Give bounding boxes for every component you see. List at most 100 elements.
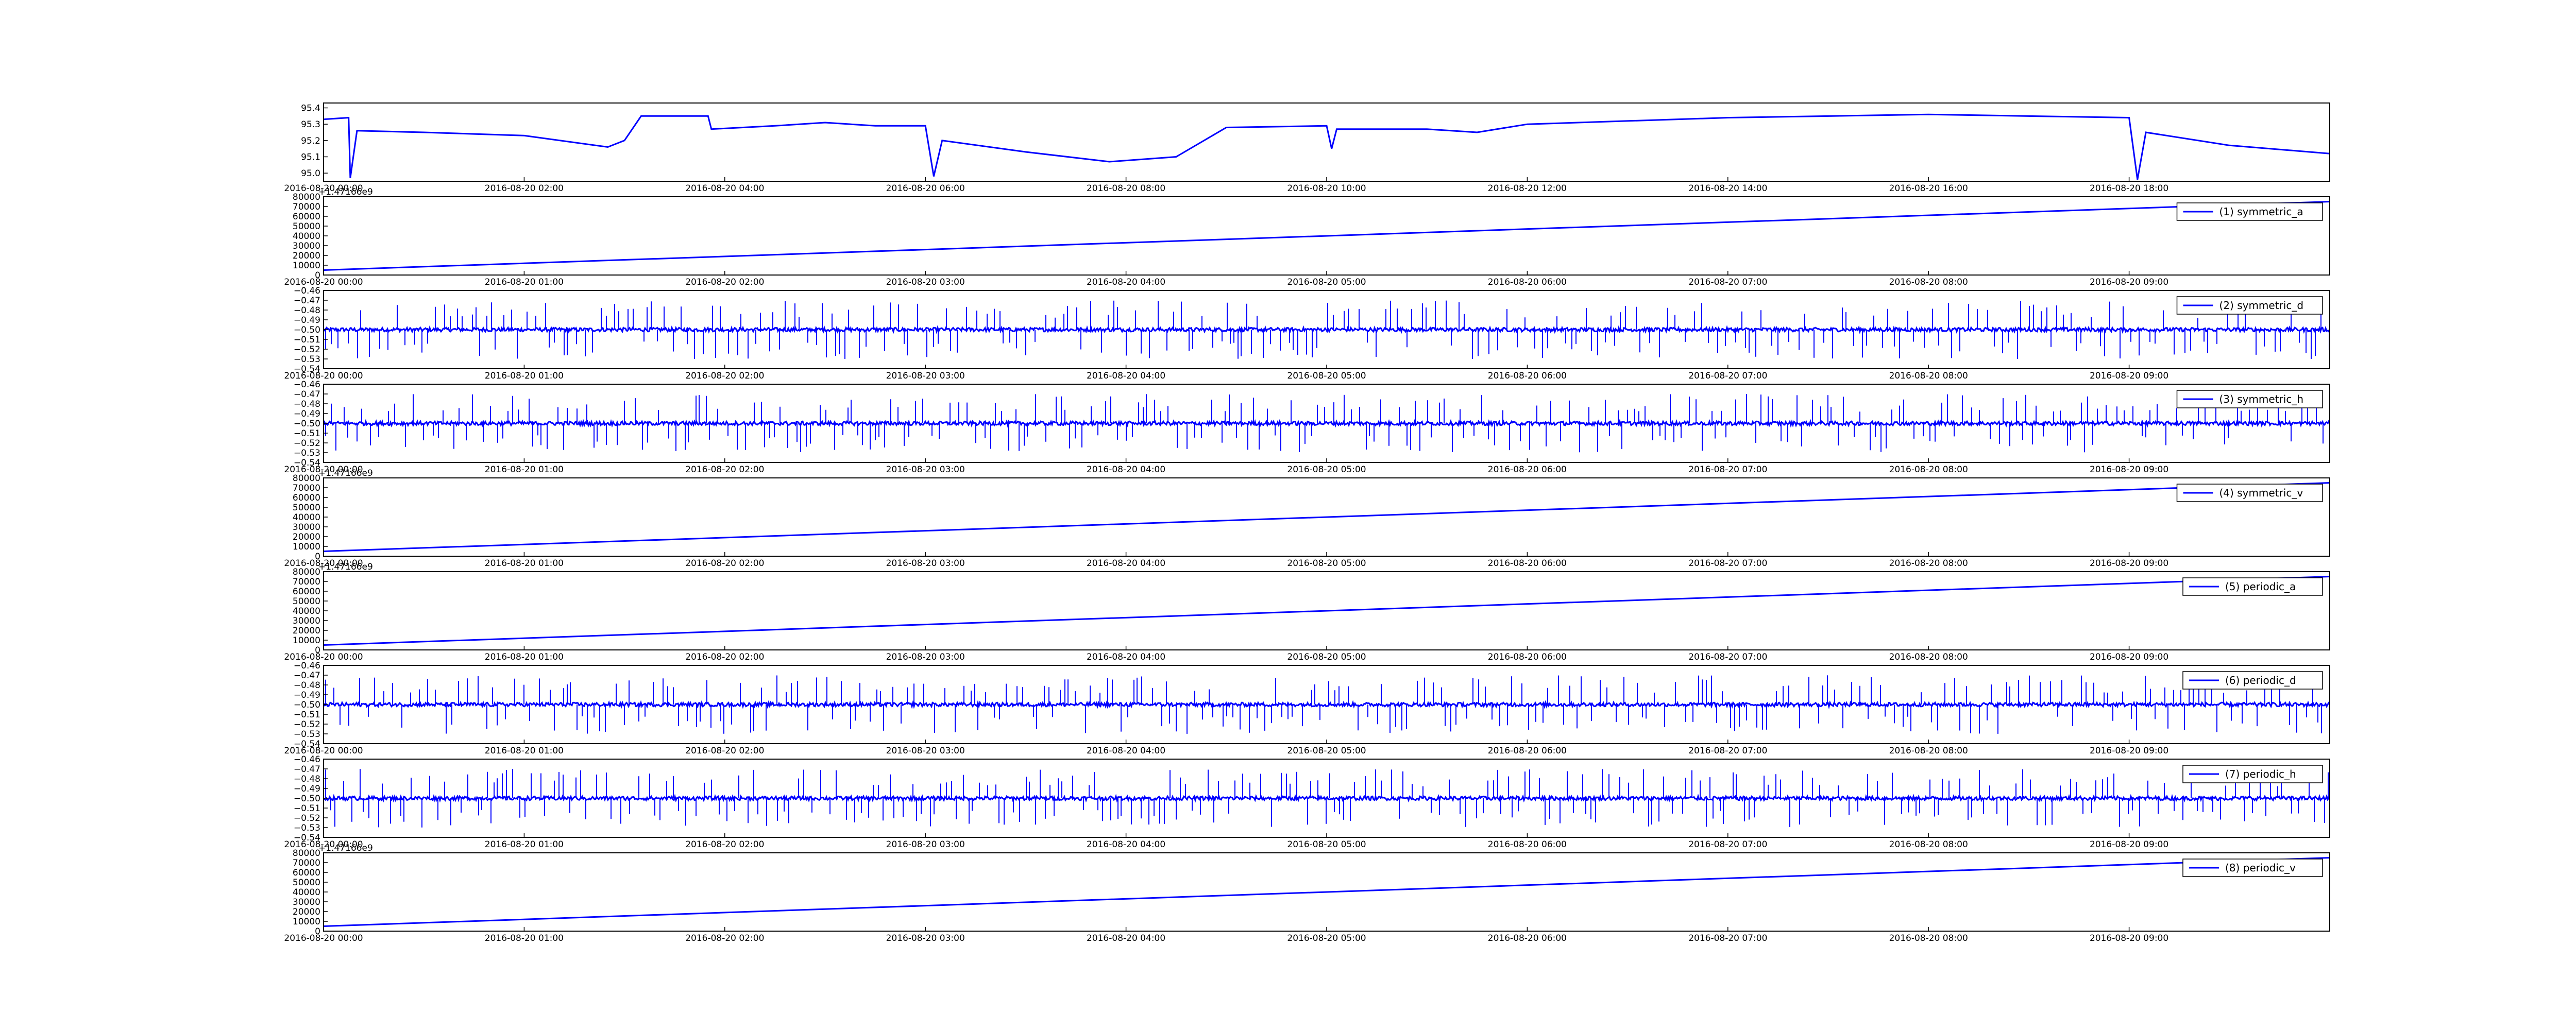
y-tick-label: 0 [315,926,320,937]
plot-area [324,300,2330,359]
x-tick-label: 2016-08-20 04:00 [1087,465,1165,475]
legend: (5) periodic_a [2182,577,2323,596]
x-tick-label: 2016-08-20 06:00 [1488,652,1567,662]
y-tick-label: −0.52 [294,438,320,449]
x-tick-label: 2016-08-20 04:00 [1087,558,1165,569]
y-tick-label: 50000 [293,596,320,607]
y-tick-label: −0.49 [294,315,320,325]
x-tick-label: 2016-08-20 09:00 [2090,746,2168,756]
x-tick-label: 2016-08-20 06:00 [1488,277,1567,287]
legend-label: (5) periodic_a [2225,580,2296,593]
subplot-5: 0100002000030000400005000060000700008000… [284,468,2330,569]
x-tick-label: 2016-08-20 01:00 [485,839,564,850]
y-offset-label: +1.47166e9 [318,843,373,853]
x-tick-label: 2016-08-20 03:00 [886,746,965,756]
y-tick-label: −0.51 [294,428,320,439]
y-offset-label: +1.47166e9 [318,468,373,478]
y-tick-label: 20000 [293,907,320,917]
x-tick-label: 2016-08-20 01:00 [485,371,564,381]
y-tick-label: 80000 [293,473,320,484]
x-tick-label: 2016-08-20 00:00 [284,652,363,662]
x-tick-label: 2016-08-20 01:00 [485,746,564,756]
x-tick-label: 2016-08-20 01:00 [485,558,564,569]
series-spikes [325,394,2324,453]
plot-area [324,857,2330,927]
y-tick-label: 95.0 [301,168,320,179]
x-tick-label: 2016-08-20 04:00 [1087,933,1165,943]
x-tick-label: 2016-08-20 03:00 [886,839,965,850]
x-tick-label: 2016-08-20 04:00 [1087,277,1165,287]
x-tick-label: 2016-08-20 08:00 [1889,277,1968,287]
subplot-9: 0100002000030000400005000060000700008000… [284,843,2330,943]
y-tick-label: −0.48 [294,774,320,784]
subplot-3: −0.54−0.53−0.52−0.51−0.50−0.49−0.48−0.47… [284,286,2330,381]
series-line [324,482,2330,552]
x-tick-label: 2016-08-20 09:00 [2090,839,2168,850]
series-line [324,576,2330,646]
plot-area [324,482,2330,552]
x-tick-label: 2016-08-20 03:00 [886,933,965,943]
y-tick-label: −0.46 [294,380,320,390]
x-tick-label: 2016-08-20 05:00 [1287,371,1366,381]
y-tick-label: 0 [315,552,320,562]
y-tick-label: −0.54 [294,833,320,843]
x-tick-label: 2016-08-20 07:00 [1688,933,1767,943]
x-tick-label: 2016-08-20 04:00 [1087,839,1165,850]
axes-frame [323,102,2330,182]
series-line [324,419,2330,428]
x-tick-label: 2016-08-20 04:00 [685,183,764,194]
x-tick-label: 2016-08-20 18:00 [2090,183,2168,194]
y-tick-label: 50000 [293,221,320,232]
subplot-8: −0.54−0.53−0.52−0.51−0.50−0.49−0.48−0.47… [284,754,2330,850]
y-tick-label: 80000 [293,192,320,202]
legend-box [2182,671,2323,690]
y-tick-label: 30000 [293,241,320,251]
legend: (2) symmetric_d [2176,296,2323,315]
x-tick-label: 2016-08-20 03:00 [886,277,965,287]
x-tick-label: 2016-08-20 05:00 [1287,277,1366,287]
x-tick-label: 2016-08-20 09:00 [2090,371,2168,381]
y-tick-label: 70000 [293,483,320,493]
y-tick-label: 60000 [293,212,320,222]
y-tick-label: −0.48 [294,680,320,691]
subplot-2: 0100002000030000400005000060000700008000… [284,187,2330,287]
x-tick-label: 2016-08-20 03:00 [886,465,965,475]
x-tick-label: 2016-08-20 16:00 [1889,183,1968,194]
subplot-6: 0100002000030000400005000060000700008000… [284,562,2330,662]
x-tick-label: 2016-08-20 14:00 [1688,183,1767,194]
y-tick-label: 80000 [293,848,320,859]
x-tick-label: 2016-08-20 01:00 [485,933,564,943]
plot-area [324,113,2330,180]
x-tick-label: 2016-08-20 00:00 [284,371,363,381]
y-tick-label: −0.49 [294,409,320,419]
x-tick-label: 2016-08-20 08:00 [1889,371,1968,381]
y-tick-label: 70000 [293,577,320,587]
x-tick-label: 2016-08-20 06:00 [1488,371,1567,381]
x-tick-label: 2016-08-20 06:00 [1488,933,1567,943]
x-tick-label: 2016-08-20 06:00 [1488,839,1567,850]
y-tick-label: 95.1 [301,152,320,163]
y-tick-label: 10000 [293,261,320,271]
legend-label: (7) periodic_h [2225,768,2296,780]
y-tick-label: −0.50 [294,794,320,804]
series-spikes [325,769,2329,828]
x-tick-label: 2016-08-20 00:00 [284,277,363,287]
y-tick-label: 30000 [293,616,320,626]
y-tick-label: 20000 [293,532,320,542]
y-tick-label: −0.49 [294,784,320,794]
y-tick-label: 60000 [293,493,320,503]
x-tick-label: 2016-08-20 01:00 [485,652,564,662]
series-line [324,201,2330,271]
series-line [324,113,2330,180]
y-tick-label: 60000 [293,587,320,597]
x-tick-label: 2016-08-20 09:00 [2090,558,2168,569]
plot-area [324,201,2330,271]
y-tick-label: 10000 [293,636,320,646]
y-tick-label: 95.4 [301,104,320,114]
legend: (4) symmetric_v [2176,484,2323,502]
plot-area [324,769,2330,828]
x-tick-label: 2016-08-20 02:00 [685,277,764,287]
y-tick-label: 95.2 [301,136,320,146]
y-tick-label: 0 [315,645,320,656]
subplot-4: −0.54−0.53−0.52−0.51−0.50−0.49−0.48−0.47… [284,380,2330,475]
